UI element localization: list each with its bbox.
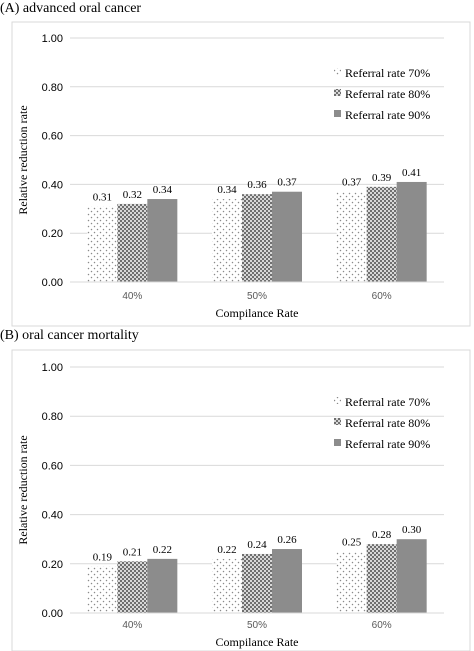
data-label: 0.39 — [372, 172, 392, 184]
data-label: 0.22 — [217, 544, 236, 556]
chart-frame — [11, 349, 471, 651]
x-tick-label: 40% — [122, 620, 142, 631]
y-tick-label: 0.40 — [42, 510, 63, 522]
bar — [272, 191, 302, 282]
data-label: 0.41 — [402, 167, 421, 179]
panel-b-title: (B) oral cancer mortality — [0, 328, 139, 343]
bar — [117, 203, 148, 282]
data-label: 0.30 — [402, 524, 422, 536]
x-tick-label: 60% — [372, 620, 392, 631]
bar — [336, 191, 367, 282]
legend-label: Referral rate 80% — [345, 87, 430, 101]
y-tick-label: 0.20 — [42, 228, 63, 240]
y-tick-label: 0.80 — [42, 82, 63, 94]
legend-label: Referral rate 80% — [345, 416, 430, 430]
x-axis-title: Compilance Rate — [216, 306, 299, 320]
data-label: 0.36 — [247, 179, 267, 191]
data-label: 0.34 — [217, 184, 237, 196]
data-label: 0.25 — [342, 537, 362, 549]
bar — [212, 558, 242, 613]
bar — [117, 561, 148, 613]
panel-a-title: (A) advanced oral cancer — [0, 1, 142, 16]
bar — [272, 549, 302, 613]
y-tick-label: 0.60 — [42, 460, 63, 472]
data-label: 0.21 — [123, 546, 142, 558]
bar — [396, 539, 427, 613]
data-label: 0.37 — [342, 177, 362, 189]
bar — [87, 206, 118, 282]
chart-frame — [11, 21, 471, 327]
y-tick-label: 0.60 — [42, 131, 63, 143]
data-label: 0.26 — [277, 534, 297, 546]
legend-swatch — [334, 68, 341, 75]
y-tick-label: 0.00 — [42, 277, 63, 289]
x-axis-title: Compilance Rate — [216, 635, 299, 649]
y-axis-title: Relative reduction rate — [16, 105, 30, 214]
legend-label: Referral rate 90% — [345, 437, 430, 451]
y-axis-title: Relative reduction rate — [16, 435, 30, 544]
x-tick-label: 60% — [372, 291, 392, 302]
y-tick-label: 0.00 — [42, 608, 63, 620]
y-tick-label: 0.40 — [42, 179, 63, 191]
bar — [87, 566, 118, 613]
data-label: 0.24 — [247, 539, 267, 551]
bar — [396, 181, 427, 282]
y-tick-label: 0.20 — [42, 559, 63, 571]
data-label: 0.19 — [93, 551, 113, 563]
bar — [147, 199, 178, 282]
bar — [212, 199, 242, 282]
y-tick-label: 1.00 — [42, 362, 63, 374]
legend-swatch — [334, 418, 341, 425]
legend-swatch — [334, 89, 341, 96]
y-tick-label: 1.00 — [42, 33, 63, 45]
data-label: 0.31 — [93, 191, 112, 203]
data-label: 0.32 — [123, 189, 142, 201]
data-label: 0.37 — [277, 177, 297, 189]
x-tick-label: 50% — [247, 620, 267, 631]
legend-label: Referral rate 90% — [345, 108, 430, 122]
legend-label: Referral rate 70% — [345, 395, 430, 409]
data-label: 0.28 — [372, 529, 392, 541]
bar — [242, 194, 272, 282]
bar — [336, 551, 367, 613]
x-tick-label: 40% — [122, 291, 142, 302]
bar — [366, 544, 397, 613]
legend-swatch — [334, 110, 341, 117]
data-label: 0.34 — [153, 184, 173, 196]
y-tick-label: 0.80 — [42, 411, 63, 423]
bar — [147, 558, 178, 613]
legend-swatch — [334, 397, 341, 404]
legend-swatch — [334, 439, 341, 446]
data-label: 0.22 — [153, 544, 172, 556]
bar — [366, 186, 397, 282]
legend-label: Referral rate 70% — [345, 66, 430, 80]
x-tick-label: 50% — [247, 291, 267, 302]
bar — [242, 553, 272, 613]
